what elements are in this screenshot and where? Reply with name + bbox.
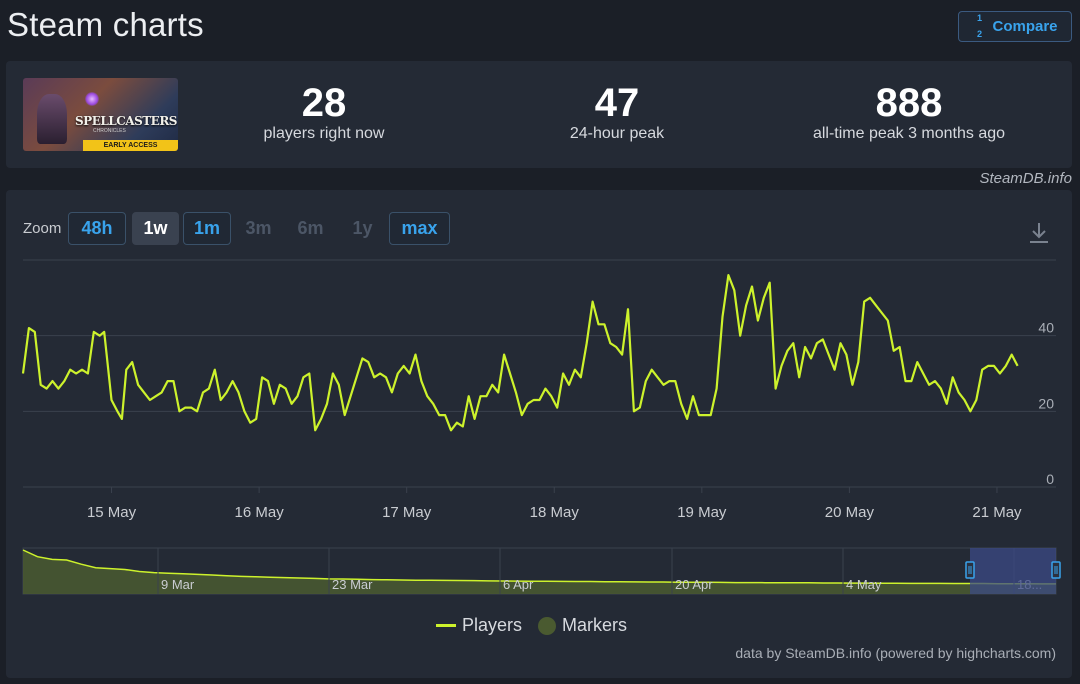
players-series-line: [21, 273, 1019, 432]
all-time-peak-stat: 888 all-time peak 3 months ago: [769, 81, 1049, 143]
character-art: [37, 94, 67, 144]
stats-panel: SPELLCASTERS CHRONICLES EARLY ACCESS 28 …: [6, 61, 1072, 168]
page-title: Steam charts: [7, 6, 204, 43]
legend-item-markers[interactable]: Markers: [538, 615, 627, 636]
navigator-selection[interactable]: [970, 548, 1056, 594]
legend-item-players[interactable]: Players: [436, 615, 522, 636]
navigator-line: [22, 549, 1056, 585]
game-logo-text: SPELLCASTERS: [75, 114, 177, 128]
game-capsule-image[interactable]: SPELLCASTERS CHRONICLES EARLY ACCESS: [23, 78, 178, 151]
current-players-stat: 28 players right now: [184, 81, 464, 143]
zoom-button-max[interactable]: max: [389, 212, 450, 245]
y-tick-label: 20: [1038, 395, 1054, 411]
y-tick-label: 40: [1038, 320, 1054, 336]
x-tick-label: 18 May: [530, 504, 580, 521]
y-tick-label: 0: [1046, 471, 1054, 487]
day-peak-stat: 47 24-hour peak: [477, 81, 757, 143]
day-peak-label: 24-hour peak: [569, 125, 665, 142]
all-time-peak-value: 888: [875, 81, 943, 125]
navigator-right-handle[interactable]: [1051, 561, 1061, 579]
x-tick-label: 20 May: [825, 504, 875, 521]
legend-markers-label: Markers: [562, 615, 628, 635]
zoom-button-48h[interactable]: 48h: [68, 212, 126, 245]
zoom-button-1w[interactable]: 1w: [132, 212, 179, 245]
compare-label: Compare: [992, 18, 1058, 35]
legend-players-label: Players: [462, 615, 523, 635]
navigator-tick-label: 6 Apr: [503, 577, 534, 592]
download-icon[interactable]: [1028, 221, 1050, 245]
magic-orb-art: [85, 92, 99, 106]
zoom-button-3m[interactable]: 3m: [245, 218, 272, 238]
game-logo-subtitle: CHRONICLES: [93, 128, 126, 134]
zoom-label: Zoom: [23, 220, 62, 237]
markers-dot-swatch: [538, 616, 557, 635]
current-players-value: 28: [301, 81, 347, 125]
navigator-left-handle[interactable]: [965, 561, 975, 579]
chart-panel: Zoom 48h 1w 1m 3m 6m 1y max 0 20 40 15 May 16 May 1…: [6, 190, 1072, 678]
x-tick-label: 15 May: [87, 504, 137, 521]
steamdb-credit-link[interactable]: SteamDB.info: [979, 170, 1072, 187]
highcharts-credit[interactable]: data by SteamDB.info (powered by highcha…: [735, 645, 1056, 661]
chart-legend: Players Markers: [436, 615, 627, 636]
players-line-swatch: [436, 624, 456, 627]
x-tick-label: 16 May: [235, 504, 285, 521]
navigator-tick-label: 20 Apr: [675, 577, 713, 592]
current-players-label: players right now: [263, 125, 385, 142]
x-tick-label: 17 May: [382, 504, 432, 521]
early-access-badge: EARLY ACCESS: [83, 140, 178, 151]
navigator-tick-label: 23 Mar: [332, 577, 373, 592]
navigator-tick-label: 4 May: [846, 577, 882, 592]
x-tick-label: 21 May: [972, 504, 1022, 521]
zoom-button-6m[interactable]: 6m: [297, 218, 324, 238]
x-tick-label: 19 May: [677, 504, 727, 521]
all-time-peak-label: all-time peak 3 months ago: [812, 125, 1006, 142]
player-chart[interactable]: 0 20 40 15 May 16 May 17 May 18 May 19 May 20 Ma…: [6, 190, 1072, 610]
zoom-button-1y[interactable]: 1y: [352, 218, 373, 238]
navigator-tick-label: 9 Mar: [161, 577, 195, 592]
day-peak-value: 47: [594, 81, 640, 125]
zoom-button-1m[interactable]: 1m: [183, 212, 231, 245]
